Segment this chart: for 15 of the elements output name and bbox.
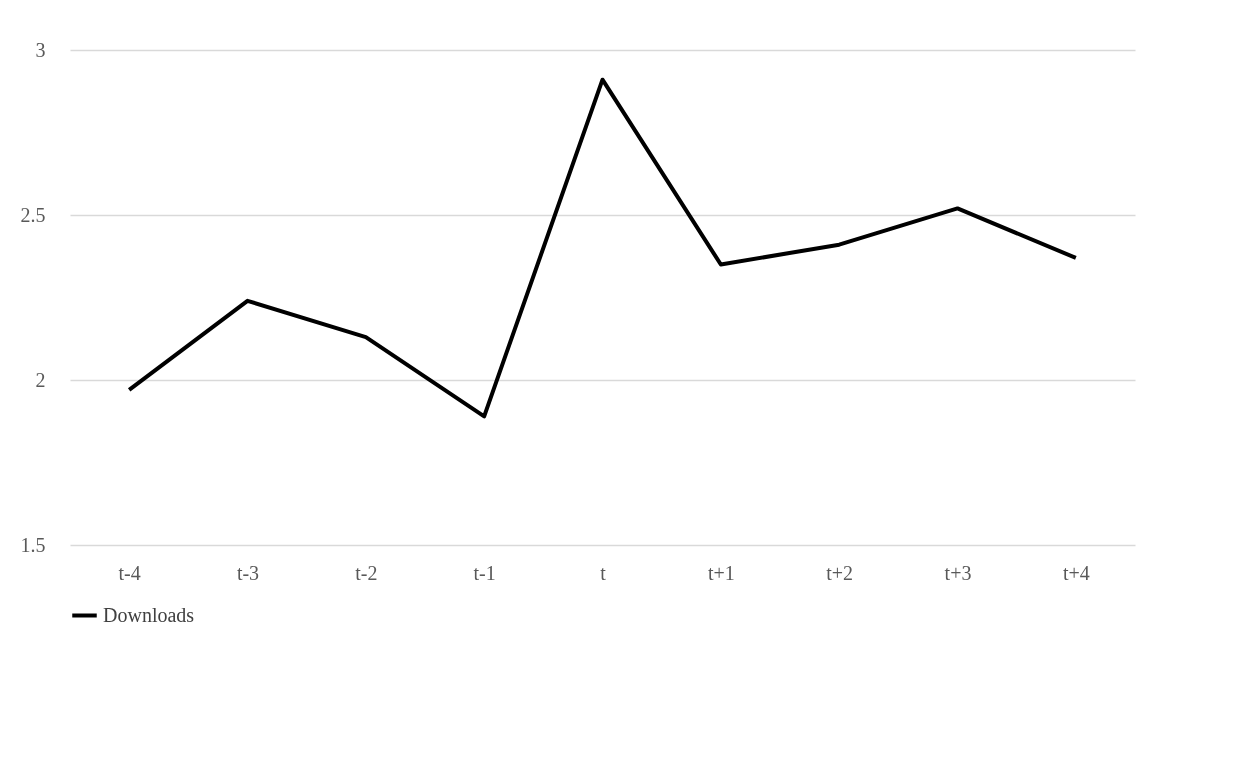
x-tick-label: t+2 — [826, 561, 854, 584]
y-tick-label: 3 — [35, 38, 46, 61]
x-tick-label: t+3 — [944, 561, 972, 584]
line-series — [127, 77, 1078, 419]
x-tick-label: t — [600, 561, 607, 584]
x-tick-label: t-3 — [236, 561, 260, 584]
y-tick-label: 1.5 — [20, 533, 46, 556]
y-tick-label: 2 — [35, 368, 46, 391]
x-tick-label: t-1 — [473, 561, 496, 584]
x-tick-label: t+1 — [707, 561, 735, 584]
x-tick-label: t-4 — [118, 561, 141, 584]
x-tick-label: t-2 — [355, 561, 378, 584]
x-tick-label: t+4 — [1062, 561, 1090, 584]
y-tick-label: 2.5 — [20, 203, 46, 226]
legend-label: Downloads — [103, 603, 195, 626]
